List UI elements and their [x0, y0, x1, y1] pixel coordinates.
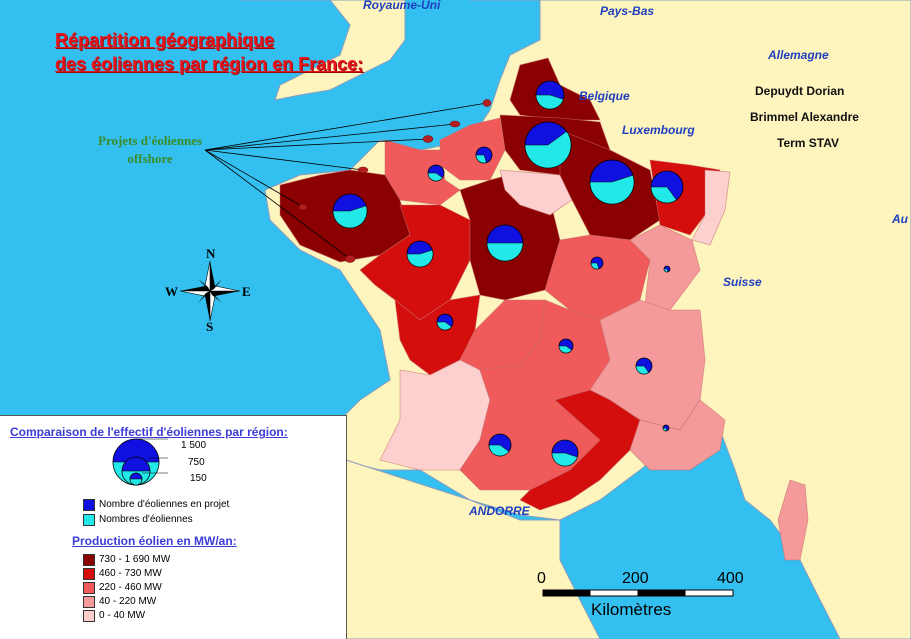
scale-unit: Kilomètres	[591, 600, 672, 619]
compass-n: N	[206, 246, 216, 261]
region-corse	[777, 479, 809, 561]
legend-panel: Comparaison de l'effectif d'éoliennes pa…	[0, 415, 347, 639]
region-pie-symbol	[635, 357, 653, 375]
region-pie-symbol	[475, 146, 493, 164]
legend-swatch-existing	[83, 514, 95, 526]
compass-w: W	[165, 284, 178, 299]
title-line-1: Répartition géographique	[55, 30, 275, 50]
offshore-label: Projets d'éoliennes offshore	[98, 132, 202, 168]
legend-class-label: 0 - 40 MW	[99, 610, 146, 621]
legend-projects-label: Nombre d'éoliennes en projet	[99, 499, 230, 510]
region-pie-symbol	[486, 224, 524, 262]
legend-size-150: 150	[190, 473, 207, 484]
compass-rose	[179, 260, 241, 322]
title-line-2: des éoliennes par région en France:	[55, 54, 364, 74]
country-nl: Pays-Bas	[600, 4, 655, 18]
region-pie-symbol	[663, 265, 671, 273]
legend-compare-title: Comparaison de l'effectif d'éoliennes pa…	[10, 425, 288, 439]
compass-s: S	[206, 319, 214, 334]
region-pie-symbol	[662, 424, 670, 432]
legend-size-1500: 1 500	[181, 440, 207, 451]
compass-e: E	[242, 284, 251, 299]
legend-size-circles	[112, 438, 168, 486]
scale-tick-0: 0	[537, 570, 546, 587]
class-label: Term STAV	[777, 136, 840, 150]
legend-class-swatch	[83, 596, 95, 608]
scale-tick-400: 400	[717, 570, 744, 587]
region-pie-symbol	[650, 170, 684, 204]
country-au: Au	[892, 212, 908, 226]
scale-bar	[542, 589, 734, 597]
region-pie-symbol	[436, 313, 454, 331]
region-pie-symbol	[551, 439, 579, 467]
scale-tick-200: 200	[622, 570, 649, 587]
legend-production-title: Production éolien en MW/an:	[72, 534, 237, 548]
region-languedoc	[519, 389, 641, 511]
legend-class-label: 460 - 730 MW	[99, 568, 162, 579]
region-pie-symbol	[406, 240, 434, 268]
author-2: Brimmel Alexandre	[750, 110, 859, 124]
uk-landmass	[240, 0, 406, 101]
offshore-label-line-1: Projets d'éoliennes	[98, 133, 203, 148]
iberia-landmass	[345, 459, 601, 639]
pie-symbols	[332, 80, 684, 467]
region-pie-symbol	[589, 159, 635, 205]
offshore-markers	[204, 99, 492, 263]
legend-class-swatch	[83, 610, 95, 622]
region-alsace	[691, 169, 731, 246]
legend-class-label: 40 - 220 MW	[99, 596, 157, 607]
country-be: Belgique	[579, 89, 630, 103]
legend-class-label: 730 - 1 690 MW	[99, 554, 171, 565]
legend-existing-label: Nombres d'éoliennes	[99, 514, 193, 525]
legend-class-swatch	[83, 554, 95, 566]
offshore-label-line-2: offshore	[127, 151, 173, 166]
region-pie-symbol	[535, 80, 565, 110]
legend-class-label: 220 - 460 MW	[99, 582, 162, 593]
country-ch: Suisse	[723, 275, 762, 289]
country-lu: Luxembourg	[622, 123, 695, 137]
region-pie-symbol	[427, 164, 445, 182]
map-title: Répartition géographique des éoliennes p…	[55, 28, 363, 76]
region-paca	[629, 399, 726, 471]
region-pie-symbol	[590, 256, 604, 270]
region-haute-normandie	[439, 117, 506, 181]
country-de: Allemagne	[768, 48, 829, 62]
country-uk: Royaume-Uni	[363, 0, 441, 12]
region-pie-symbol	[488, 433, 512, 457]
legend-class-swatch	[83, 568, 95, 580]
legend-swatch-projects	[83, 499, 95, 511]
region-pie-symbol	[558, 338, 574, 354]
legend-class-swatch	[83, 582, 95, 594]
region-pie-symbol	[332, 193, 368, 229]
region-pie-symbol	[524, 121, 572, 169]
country-ad: ANDORRE	[469, 504, 530, 518]
author-1: Depuydt Dorian	[755, 84, 845, 98]
legend-size-750: 750	[188, 457, 205, 468]
